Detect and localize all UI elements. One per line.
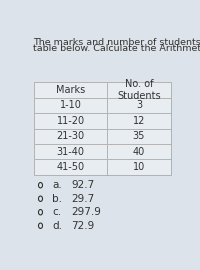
Bar bbox=[107, 144, 171, 159]
Text: 1-10: 1-10 bbox=[60, 100, 82, 110]
Bar bbox=[107, 159, 171, 175]
Text: b.: b. bbox=[52, 194, 62, 204]
Bar bbox=[107, 82, 171, 98]
Bar bbox=[107, 98, 171, 113]
Bar bbox=[34, 98, 107, 113]
Bar bbox=[34, 82, 107, 98]
Bar bbox=[107, 129, 171, 144]
Bar bbox=[34, 129, 107, 144]
Bar bbox=[107, 98, 171, 113]
Text: Marks: Marks bbox=[56, 85, 85, 95]
Text: 11-20: 11-20 bbox=[57, 116, 85, 126]
Bar bbox=[34, 144, 107, 159]
Text: 92.7: 92.7 bbox=[72, 180, 95, 190]
Bar bbox=[34, 113, 107, 129]
Bar bbox=[34, 113, 107, 129]
Text: d.: d. bbox=[52, 221, 62, 231]
Bar bbox=[34, 159, 107, 175]
Text: 21-30: 21-30 bbox=[57, 131, 85, 141]
Bar bbox=[107, 144, 171, 159]
Bar bbox=[107, 113, 171, 129]
Text: 31-40: 31-40 bbox=[57, 147, 85, 157]
Bar bbox=[34, 98, 107, 113]
Text: 41-50: 41-50 bbox=[57, 162, 85, 172]
Text: table below. Calculate the Arithmetic mean.: table below. Calculate the Arithmetic me… bbox=[33, 44, 200, 53]
Bar bbox=[34, 129, 107, 144]
Text: 297.9: 297.9 bbox=[72, 207, 101, 217]
Bar bbox=[34, 144, 107, 159]
Text: c.: c. bbox=[52, 207, 61, 217]
Bar bbox=[107, 129, 171, 144]
Text: 72.9: 72.9 bbox=[72, 221, 95, 231]
Text: 29.7: 29.7 bbox=[72, 194, 95, 204]
Text: The marks and number of students are given in the: The marks and number of students are giv… bbox=[33, 38, 200, 47]
Bar bbox=[107, 159, 171, 175]
Bar bbox=[34, 82, 107, 98]
Text: a.: a. bbox=[52, 180, 62, 190]
Bar bbox=[107, 82, 171, 98]
Text: No. of
Students: No. of Students bbox=[117, 79, 161, 101]
Text: 40: 40 bbox=[133, 147, 145, 157]
Text: 10: 10 bbox=[133, 162, 145, 172]
Bar bbox=[107, 113, 171, 129]
Text: 12: 12 bbox=[133, 116, 145, 126]
Text: 3: 3 bbox=[136, 100, 142, 110]
Bar bbox=[34, 159, 107, 175]
Text: 35: 35 bbox=[133, 131, 145, 141]
